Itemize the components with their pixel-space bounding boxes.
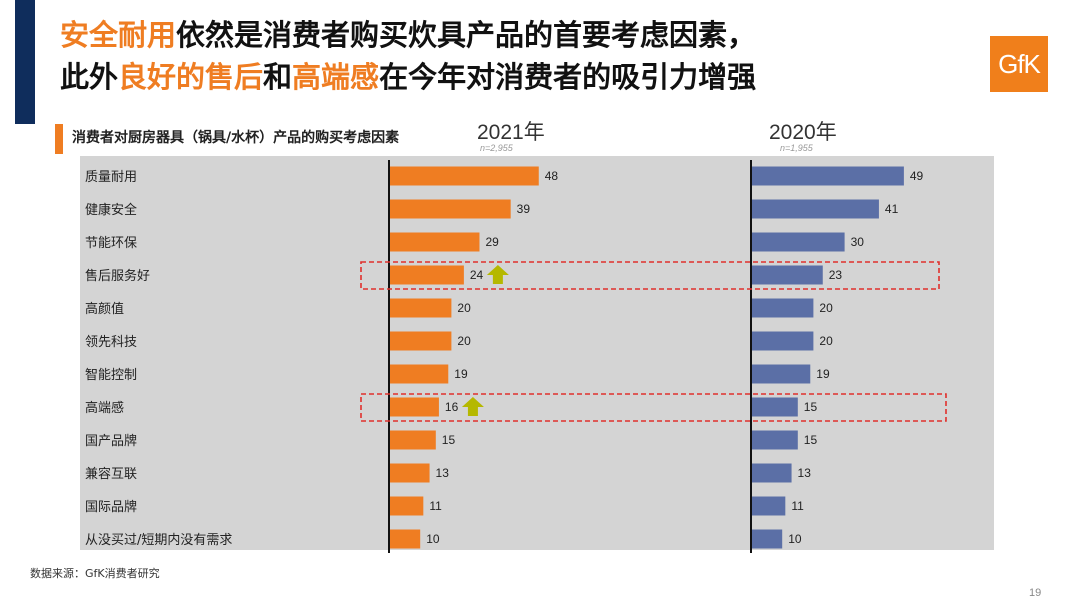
bar-2021 bbox=[389, 397, 439, 417]
data-label-2021: 39 bbox=[517, 202, 531, 216]
category-label: 国际品牌 bbox=[85, 499, 137, 515]
data-label-2021: 15 bbox=[442, 433, 456, 447]
data-label-2021: 10 bbox=[426, 532, 440, 546]
title-line-2: 此外良好的售后和高端感在今年对消费者的吸引力增强 bbox=[60, 56, 756, 98]
data-label-2021: 29 bbox=[485, 235, 499, 249]
bar-2020 bbox=[751, 298, 814, 318]
data-label-2020: 19 bbox=[816, 367, 830, 381]
bar-2021 bbox=[389, 232, 480, 252]
category-label: 领先科技 bbox=[85, 335, 137, 350]
plot-background bbox=[80, 156, 994, 550]
category-label: 从没买过/短期内没有需求 bbox=[85, 532, 232, 548]
bar-2021 bbox=[389, 463, 430, 483]
data-label-2020: 49 bbox=[910, 169, 924, 183]
category-label: 兼容互联 bbox=[85, 466, 137, 482]
data-label-2020: 10 bbox=[788, 532, 802, 546]
sample-size-2021: n=2,955 bbox=[480, 143, 513, 153]
category-label: 质量耐用 bbox=[85, 170, 137, 185]
data-label-2021: 19 bbox=[454, 367, 468, 381]
data-label-2021: 20 bbox=[457, 334, 471, 348]
bar-2021 bbox=[389, 496, 424, 516]
category-label: 售后服务好 bbox=[85, 268, 150, 284]
bar-2021 bbox=[389, 430, 436, 450]
highlight-box bbox=[360, 393, 947, 422]
category-label: 节能环保 bbox=[85, 236, 137, 251]
bar-2020 bbox=[751, 232, 845, 252]
data-label-2020: 23 bbox=[829, 268, 843, 282]
highlight-box bbox=[360, 261, 940, 290]
data-label-2020: 13 bbox=[798, 466, 812, 480]
category-label: 国产品牌 bbox=[85, 433, 137, 449]
data-label-2020: 41 bbox=[885, 202, 899, 216]
bar-2020 bbox=[751, 529, 783, 549]
data-label-2021: 20 bbox=[457, 301, 471, 315]
title-highlight: 高端感 bbox=[292, 60, 380, 94]
sample-size-2020: n=1,955 bbox=[780, 143, 813, 153]
bar-2020 bbox=[751, 166, 904, 186]
data-label-2020: 15 bbox=[804, 400, 818, 414]
category-label: 健康安全 bbox=[85, 202, 137, 218]
title-highlight: 良好的售后 bbox=[118, 60, 264, 94]
bar-2021 bbox=[389, 298, 452, 318]
bar-2020 bbox=[751, 364, 811, 384]
category-label: 高端感 bbox=[85, 400, 124, 416]
bar-2020 bbox=[751, 397, 798, 417]
data-source-note: 数据来源：GfK消费者研究 bbox=[30, 567, 160, 580]
bar-2021 bbox=[389, 529, 421, 549]
data-label-2021: 48 bbox=[545, 169, 559, 183]
up-arrow-icon bbox=[486, 265, 509, 284]
title-highlight: 安全耐用 bbox=[60, 18, 177, 52]
category-label: 高颜值 bbox=[85, 301, 124, 317]
bar-2021 bbox=[389, 166, 539, 186]
data-label-2020: 15 bbox=[804, 433, 818, 447]
data-label-2020: 11 bbox=[791, 499, 804, 513]
data-label-2020: 20 bbox=[819, 334, 833, 348]
bar-2021 bbox=[389, 265, 464, 285]
bar-2020 bbox=[751, 463, 792, 483]
left-accent-bar bbox=[15, 0, 35, 124]
page-title: 安全耐用依然是消费者购买炊具产品的首要考虑因素， 此外良好的售后和高端感在今年对… bbox=[60, 14, 756, 98]
data-label-2021: 24 bbox=[470, 268, 484, 282]
title-text: 和 bbox=[263, 60, 293, 94]
chart-subtitle: 消费者对厨房器具（锅具/水杯）产品的购买考虑因素 bbox=[72, 130, 400, 146]
bar-2020 bbox=[751, 265, 823, 285]
bar-2020 bbox=[751, 496, 786, 516]
data-label-2021: 13 bbox=[436, 466, 450, 480]
gfk-logo: GfK bbox=[990, 36, 1048, 92]
up-arrow-icon bbox=[461, 397, 484, 416]
data-label-2020: 30 bbox=[851, 235, 865, 249]
page-number: 19 bbox=[1029, 587, 1042, 599]
bar-2021 bbox=[389, 331, 452, 351]
title-text: 依然是消费者购买炊具产品的首要考虑因素， bbox=[176, 18, 757, 52]
title-text: 此外 bbox=[60, 60, 119, 94]
bar-2021 bbox=[389, 364, 449, 384]
bar-2020 bbox=[751, 430, 798, 450]
data-label-2021: 16 bbox=[445, 400, 459, 414]
title-line-1: 安全耐用依然是消费者购买炊具产品的首要考虑因素， bbox=[60, 14, 756, 56]
series-label-2021: 2021年 bbox=[477, 121, 545, 144]
subtitle-accent-bar bbox=[55, 124, 63, 154]
series-label-2020: 2020年 bbox=[769, 121, 837, 144]
data-label-2020: 20 bbox=[819, 301, 833, 315]
bar-2020 bbox=[751, 199, 879, 219]
bar-2020 bbox=[751, 331, 814, 351]
title-text: 在今年对消费者的吸引力增强 bbox=[379, 60, 757, 94]
data-label-2021: 11 bbox=[429, 499, 442, 513]
category-label: 智能控制 bbox=[85, 368, 137, 383]
bar-2021 bbox=[389, 199, 511, 219]
